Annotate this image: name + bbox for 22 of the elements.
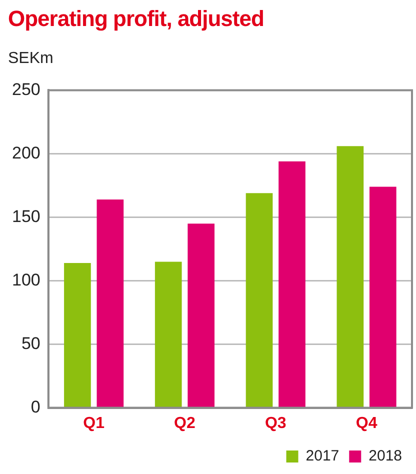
bar — [369, 186, 396, 408]
bar — [336, 146, 364, 408]
y-tick-label: 50 — [21, 334, 40, 353]
bar — [278, 161, 306, 408]
y-tick-label: 250 — [12, 80, 40, 99]
x-tick-label: Q1 — [83, 414, 105, 432]
y-tick-label: 200 — [12, 143, 40, 162]
bar — [96, 199, 124, 408]
bar — [188, 224, 215, 408]
x-tick-label: Q4 — [356, 414, 378, 432]
y-tick-label: 0 — [30, 397, 40, 416]
y-axis-title: SEKm — [8, 50, 54, 68]
bar — [246, 193, 273, 408]
legend-label: 2018 — [368, 448, 402, 465]
bar — [154, 262, 182, 408]
x-tick-label: Q2 — [174, 414, 196, 432]
y-tick-label: 150 — [12, 206, 40, 226]
chart-title: Operating profit, adjusted — [8, 6, 264, 32]
bar — [64, 262, 91, 408]
legend-label: 2017 — [306, 448, 340, 465]
y-tick-label: 100 — [12, 270, 40, 290]
x-tick-label: Q3 — [264, 414, 286, 432]
